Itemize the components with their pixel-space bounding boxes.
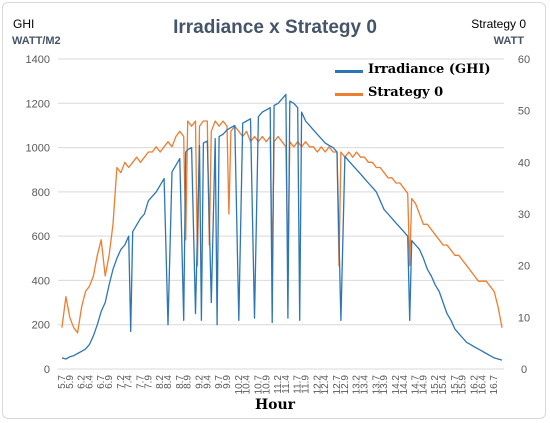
x-tick-label: 15.4 bbox=[438, 375, 449, 395]
x-tick-label: 13.2 bbox=[352, 375, 363, 395]
x-tick-label: 8.9 bbox=[183, 375, 194, 389]
series-line-irradiance bbox=[61, 93, 503, 361]
x-tick-label: 7.4 bbox=[124, 375, 135, 389]
y-right-tick-label: 60 bbox=[518, 54, 530, 66]
x-tick-label: 8.4 bbox=[163, 375, 174, 389]
x-tick-label: 12.4 bbox=[320, 375, 331, 395]
y-left-tick-label: 400 bbox=[32, 275, 50, 287]
y-left-tick-label: 1400 bbox=[26, 54, 50, 66]
x-tick-label: 9.7 bbox=[214, 375, 225, 389]
x-tick-label: 12.2 bbox=[312, 375, 323, 395]
x-tick-label: 15.9 bbox=[458, 375, 469, 395]
y-axis-right-ticks: 0 10 20 30 40 50 60 bbox=[518, 54, 530, 376]
x-tick-label: 13.7 bbox=[371, 375, 382, 395]
x-tick-label: 16.4 bbox=[477, 375, 488, 395]
y-axis-left-title: GHI bbox=[13, 17, 35, 31]
x-tick-label: 14.9 bbox=[418, 375, 429, 395]
y-axis-left-unit: WATT/M2 bbox=[12, 35, 61, 47]
y-left-tick-label: 1000 bbox=[26, 143, 50, 155]
x-tick-label: 6.7 bbox=[96, 375, 107, 389]
y-right-tick-label: 50 bbox=[518, 106, 530, 118]
y-left-tick-label: 1200 bbox=[26, 98, 50, 110]
x-tick-label: 16.7 bbox=[489, 375, 500, 395]
x-tick-label: 8.2 bbox=[155, 375, 166, 389]
series-layer bbox=[61, 93, 503, 361]
x-tick-label: 15.7 bbox=[450, 375, 461, 395]
x-tick-label: 10.4 bbox=[242, 375, 253, 395]
x-tick-label: 10.7 bbox=[253, 375, 264, 395]
x-tick-label: 5.9 bbox=[65, 375, 76, 389]
x-tick-label: 9.4 bbox=[202, 375, 213, 389]
x-tick-label: 7.7 bbox=[136, 375, 147, 389]
y-left-tick-label: 600 bbox=[32, 231, 50, 243]
x-tick-label: 7.9 bbox=[143, 375, 154, 389]
x-tick-label: 14.4 bbox=[399, 375, 410, 395]
x-tick-label: 11.9 bbox=[301, 375, 312, 394]
y-right-tick-label: 20 bbox=[518, 261, 530, 273]
legend-label-strategy: Strategy 0 bbox=[368, 85, 444, 100]
y-right-tick-label: 0 bbox=[521, 364, 527, 376]
legend-swatch-irradiance bbox=[335, 70, 363, 73]
y-axis-right-title: Strategy 0 bbox=[471, 17, 526, 31]
x-tick-label: 10.2 bbox=[234, 375, 245, 395]
x-axis-title: Hour bbox=[254, 397, 296, 413]
y-axis-left-ticks: 0 200 400 600 800 1000 1200 1400 bbox=[26, 54, 50, 376]
y-left-tick-label: 0 bbox=[44, 364, 50, 376]
y-axis-right-unit: WATT bbox=[493, 35, 524, 47]
x-tick-label: 16.2 bbox=[470, 375, 481, 395]
x-tick-label: 15.2 bbox=[430, 375, 441, 395]
x-axis-ticks: 5.75.9 6.26.4 6.76.9 7.27.4 7.77.9 8.28.4 8.78… bbox=[57, 375, 500, 395]
x-tick-label: 11.4 bbox=[281, 375, 292, 394]
y-left-tick-label: 800 bbox=[32, 187, 50, 199]
x-tick-label: 14.2 bbox=[391, 375, 402, 395]
x-tick-label: 14.7 bbox=[411, 375, 422, 395]
legend-swatch-strategy bbox=[335, 93, 363, 96]
x-tick-label: 13.9 bbox=[379, 375, 390, 395]
x-tick-label: 10.9 bbox=[261, 375, 272, 395]
x-tick-label: 11.2 bbox=[273, 375, 284, 394]
y-right-tick-label: 10 bbox=[518, 312, 530, 324]
x-tick-label: 6.2 bbox=[77, 375, 88, 389]
x-tick-label: 12.7 bbox=[332, 375, 343, 395]
x-tick-label: 6.9 bbox=[104, 375, 115, 389]
x-tick-label: 13.4 bbox=[360, 375, 371, 395]
x-tick-label: 8.7 bbox=[175, 375, 186, 389]
y-right-tick-label: 30 bbox=[518, 209, 530, 221]
x-tick-label: 9.2 bbox=[194, 375, 205, 389]
x-tick-label: 5.7 bbox=[57, 375, 68, 389]
chart-frame bbox=[2, 2, 546, 419]
series-line-strategy bbox=[61, 120, 503, 334]
x-tick-label: 7.2 bbox=[116, 375, 127, 389]
y-left-tick-label: 200 bbox=[32, 320, 50, 332]
x-tick-label: 11.7 bbox=[293, 375, 304, 394]
x-tick-label: 6.4 bbox=[84, 375, 95, 389]
x-tick-label: 12.9 bbox=[340, 375, 351, 395]
y-right-tick-label: 40 bbox=[518, 157, 530, 169]
x-tick-label: 9.9 bbox=[222, 375, 233, 389]
chart-title: Irradiance x Strategy 0 bbox=[173, 17, 377, 38]
gridlines bbox=[58, 58, 504, 370]
legend-label-irradiance: Irradiance (GHI) bbox=[368, 62, 491, 77]
